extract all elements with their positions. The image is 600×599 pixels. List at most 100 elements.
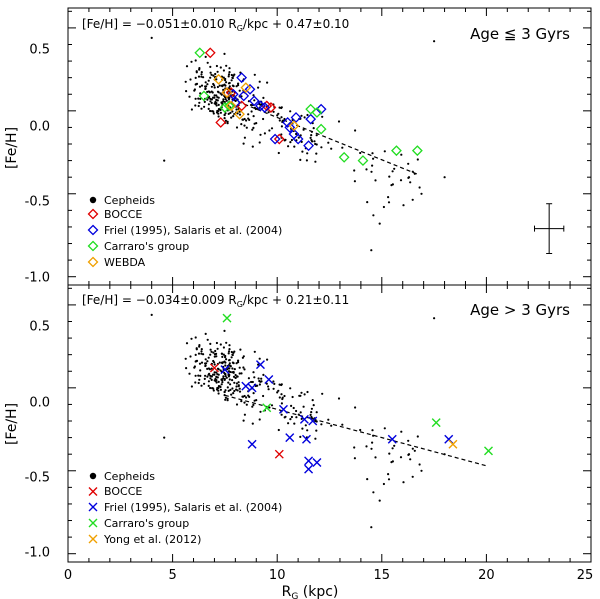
cepheid-point xyxy=(228,344,231,347)
cepheid-point xyxy=(251,128,254,131)
cepheid-point xyxy=(194,59,197,62)
cepheid-point xyxy=(204,358,207,361)
cepheid-point xyxy=(225,99,228,102)
cepheid-point xyxy=(418,463,421,466)
cepheid-point xyxy=(371,441,374,444)
cluster-diamond-marker xyxy=(240,82,252,94)
cepheid-point xyxy=(299,411,302,414)
cepheid-point xyxy=(400,153,403,156)
cepheid-point xyxy=(207,380,210,383)
cepheid-point xyxy=(277,112,280,115)
cepheid-point xyxy=(212,351,215,354)
cepheid-point xyxy=(215,78,218,81)
cepheid-point xyxy=(283,394,286,398)
cepheid-point xyxy=(223,113,226,117)
cepheid-point xyxy=(233,381,236,384)
cepheid-point xyxy=(242,355,245,358)
cepheid-point xyxy=(280,133,283,136)
cepheid-point xyxy=(189,355,192,358)
cepheid-point xyxy=(229,388,232,391)
cepheid-point xyxy=(382,482,385,486)
cepheid-point xyxy=(207,90,210,93)
cepheid-point xyxy=(283,117,286,121)
cluster-diamond-marker xyxy=(213,73,225,85)
cepheid-point xyxy=(194,97,197,100)
cepheid-point xyxy=(150,313,153,316)
cepheid-point xyxy=(260,377,263,380)
cluster-cross-marker xyxy=(262,403,272,413)
cepheid-point xyxy=(245,403,248,406)
legend-cross-icon xyxy=(88,534,98,544)
cepheid-point xyxy=(267,385,270,388)
cepheid-point xyxy=(382,205,385,209)
cepheid-point xyxy=(253,350,256,353)
cepheid-point xyxy=(198,362,202,365)
cepheid-point xyxy=(210,350,213,353)
cepheid-point xyxy=(193,365,196,368)
cluster-diamond-marker xyxy=(290,112,302,123)
cepheid-point xyxy=(194,336,197,339)
top-axis-ticks xyxy=(67,8,592,285)
cepheid-point xyxy=(245,119,248,122)
cepheid-point xyxy=(280,116,283,119)
cepheid-point xyxy=(209,109,212,113)
cepheid-point xyxy=(223,52,226,56)
cepheid-point xyxy=(198,101,201,104)
bottom-fit-line xyxy=(224,394,489,467)
panel-top: [Fe/H] = −0.051±0.010 RG/kpc + 0.47±0.10… xyxy=(4,7,592,286)
cepheid-point xyxy=(411,198,414,201)
cepheid-point xyxy=(230,73,233,77)
cepheid-point xyxy=(278,119,281,122)
cepheid-point xyxy=(218,361,221,364)
panel-bottom: [Fe/H] = −0.034±0.009 RG/kpc + 0.21±0.11… xyxy=(4,284,593,599)
cepheid-point xyxy=(232,392,235,395)
cepheid-point xyxy=(299,158,302,161)
cepheid-point xyxy=(241,395,244,398)
cepheid-point xyxy=(399,179,403,182)
cepheid-point xyxy=(313,140,316,143)
cepheid-point xyxy=(371,152,374,155)
cepheid-point xyxy=(231,379,234,382)
top-ytick-label: 0.5 xyxy=(29,43,50,58)
cepheid-point xyxy=(228,71,231,74)
cepheid-point xyxy=(354,406,357,409)
cepheid-point xyxy=(262,96,265,99)
cepheid-point xyxy=(280,125,283,128)
cepheid-point xyxy=(226,399,229,402)
cepheid-point xyxy=(258,357,261,360)
cepheid-point xyxy=(150,36,153,40)
cepheid-point xyxy=(194,353,197,356)
cepheid-point xyxy=(372,214,375,217)
cepheid-point xyxy=(250,103,253,107)
cepheid-point xyxy=(207,384,210,387)
xtick-label: 0 xyxy=(64,568,72,583)
cepheid-point xyxy=(234,373,237,377)
cepheid-point xyxy=(252,115,255,118)
bottom-age-label: Age > 3 Gyrs xyxy=(470,301,570,319)
cepheid-point xyxy=(214,72,217,76)
legend-cepheid-dot-icon xyxy=(89,472,97,480)
cepheid-point xyxy=(315,411,318,414)
cepheid-point xyxy=(200,84,204,87)
cepheid-point xyxy=(374,456,377,459)
cepheid-point xyxy=(253,122,256,125)
cepheid-point xyxy=(185,65,189,68)
cepheid-point xyxy=(372,157,375,160)
cepheid-point xyxy=(258,80,261,83)
cepheid-point xyxy=(212,74,215,77)
cepheid-point xyxy=(230,356,233,359)
cepheid-point xyxy=(231,387,234,390)
cepheid-point xyxy=(230,116,233,119)
cepheid-point xyxy=(420,469,423,472)
legend-cepheid-dot-icon xyxy=(89,196,97,204)
cepheid-point xyxy=(206,90,209,93)
cepheid-point xyxy=(194,374,197,377)
cepheid-point xyxy=(289,387,292,390)
cepheid-point xyxy=(238,372,241,375)
top-formula: [Fe/H] = −0.051±0.010 RG/kpc + 0.47±0.10 xyxy=(82,17,349,33)
cepheid-point xyxy=(206,360,209,363)
bottom-y-axis-title: [Fe/H] xyxy=(4,403,20,445)
cepheid-point xyxy=(188,95,191,98)
cepheid-point xyxy=(163,436,166,439)
cepheid-point xyxy=(330,147,333,150)
